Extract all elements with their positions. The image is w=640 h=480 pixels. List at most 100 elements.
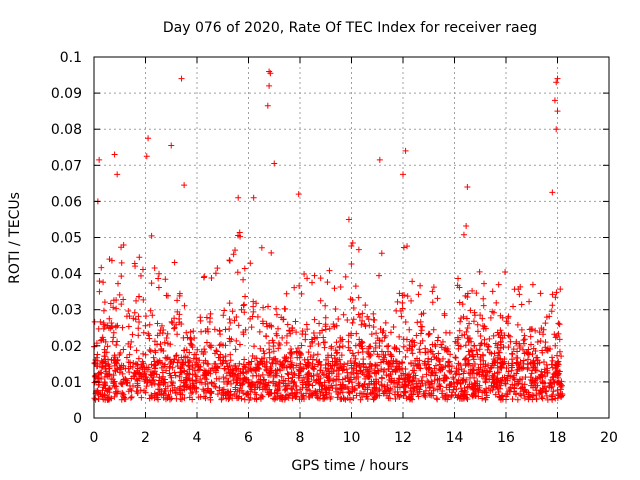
data-point: [464, 183, 471, 190]
data-point: [329, 358, 336, 365]
data-point: [536, 329, 543, 336]
data-point: [192, 361, 199, 368]
data-point: [257, 345, 264, 352]
data-point: [360, 361, 367, 368]
data-point: [413, 383, 420, 390]
data-point: [518, 301, 525, 308]
data-point: [164, 354, 171, 361]
data-point: [400, 244, 407, 251]
data-point: [228, 380, 235, 387]
data-point: [371, 367, 378, 374]
data-point: [164, 383, 171, 390]
data-point: [127, 363, 134, 370]
data-point: [375, 378, 382, 385]
data-point: [497, 345, 504, 352]
data-point: [161, 388, 168, 395]
data-point: [179, 391, 186, 398]
data-point: [287, 330, 294, 337]
data-point: [426, 330, 433, 337]
data-point: [226, 300, 233, 307]
data-point: [394, 384, 401, 391]
data-point: [271, 355, 278, 362]
data-point: [102, 385, 109, 392]
data-point: [358, 338, 365, 345]
data-point: [275, 345, 282, 352]
data-point: [425, 361, 432, 368]
data-point: [217, 341, 224, 348]
data-point: [315, 340, 322, 347]
data-point: [381, 367, 388, 374]
data-point: [117, 380, 124, 387]
data-point: [111, 352, 118, 359]
data-point: [185, 359, 192, 366]
data-point: [490, 379, 497, 386]
data-point: [311, 366, 318, 373]
data-point: [250, 308, 257, 315]
data-point: [96, 156, 103, 163]
data-point: [207, 368, 214, 375]
data-point: [226, 257, 233, 264]
data-point: [120, 391, 127, 398]
data-point: [167, 363, 174, 370]
data-point: [253, 300, 260, 307]
data-point: [555, 320, 562, 327]
data-point: [103, 349, 110, 356]
data-point: [453, 378, 460, 385]
data-point: [494, 344, 501, 351]
data-point: [296, 396, 303, 403]
data-point: [230, 251, 237, 258]
data-point: [529, 281, 536, 288]
data-point: [338, 385, 345, 392]
data-point: [557, 286, 564, 293]
data-point: [307, 353, 314, 360]
data-point: [334, 349, 341, 356]
data-point: [539, 373, 546, 380]
data-point: [386, 360, 393, 367]
data-point: [181, 368, 188, 375]
data-point: [118, 259, 125, 266]
data-point: [350, 394, 357, 401]
data-point: [341, 361, 348, 368]
data-point: [203, 339, 210, 346]
data-point: [152, 365, 159, 372]
data-point: [459, 395, 466, 402]
data-point: [559, 391, 566, 398]
data-point: [319, 383, 326, 390]
data-point: [161, 339, 168, 346]
data-point: [127, 344, 134, 351]
data-point: [273, 330, 280, 337]
data-point: [386, 390, 393, 397]
data-point: [366, 353, 373, 360]
data-point: [432, 343, 439, 350]
data-point: [252, 384, 259, 391]
data-point: [284, 391, 291, 398]
data-point: [349, 296, 356, 303]
data-point: [135, 325, 142, 332]
data-point: [181, 302, 188, 309]
data-point: [373, 330, 380, 337]
data-point: [300, 365, 307, 372]
data-point: [150, 354, 157, 361]
data-point: [462, 388, 469, 395]
data-point: [269, 359, 276, 366]
data-point: [164, 292, 171, 299]
data-point: [376, 386, 383, 393]
data-point: [528, 370, 535, 377]
data-point: [208, 274, 215, 281]
data-point: [469, 367, 476, 374]
data-point: [460, 376, 467, 383]
data-point: [392, 358, 399, 365]
data-point: [353, 375, 360, 382]
data-point: [297, 386, 304, 393]
data-point: [202, 375, 209, 382]
data-point: [331, 285, 338, 292]
data-point: [417, 349, 424, 356]
data-point: [120, 296, 127, 303]
data-point: [406, 371, 413, 378]
data-point: [283, 290, 290, 297]
data-point: [508, 367, 515, 374]
data-point: [335, 376, 342, 383]
data-point: [484, 369, 491, 376]
data-point: [292, 318, 299, 325]
